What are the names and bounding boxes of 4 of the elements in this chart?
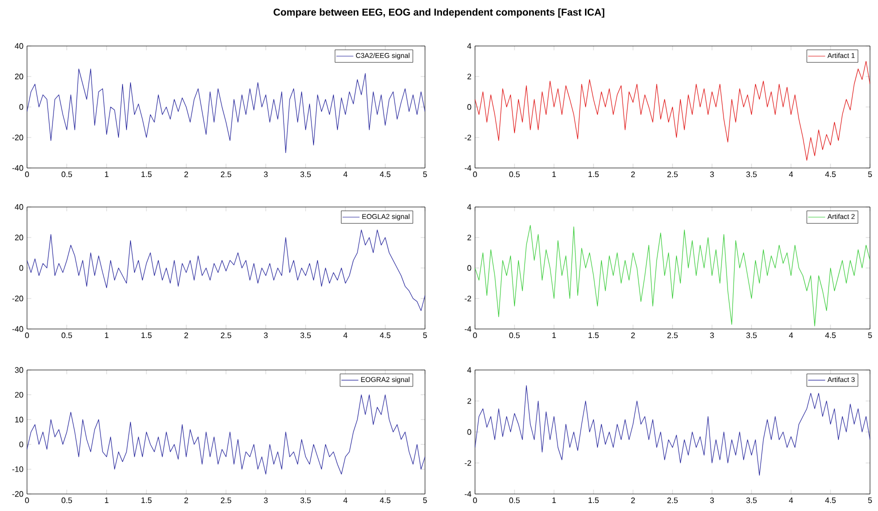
line-series xyxy=(475,60,870,161)
line-series xyxy=(27,394,426,474)
chart-title: Compare between EEG, EOG and Independent components [Fast ICA] xyxy=(274,8,604,18)
line-series xyxy=(27,68,426,154)
